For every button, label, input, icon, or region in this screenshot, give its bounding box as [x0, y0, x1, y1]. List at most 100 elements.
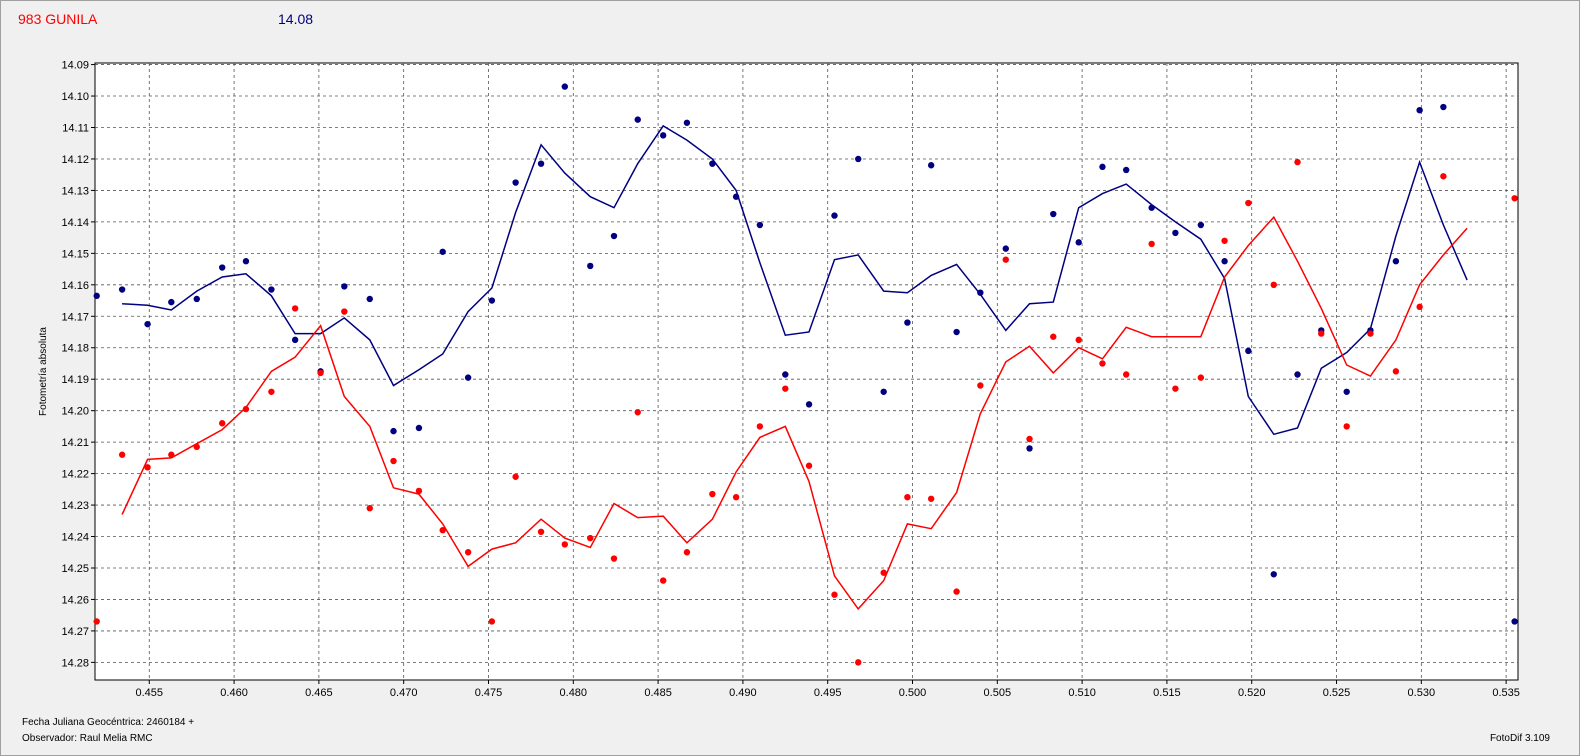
- y-tick-label: 14.26: [61, 594, 89, 606]
- series-1-data-point: [1318, 330, 1325, 337]
- x-tick-label: 0.525: [1323, 687, 1351, 699]
- series-1-data-point: [341, 308, 348, 315]
- series-1-data-point: [366, 505, 373, 512]
- series-0-data-point: [439, 248, 446, 255]
- series-0-data-point: [782, 371, 789, 378]
- series-0-data-point: [683, 119, 691, 126]
- series-0-data-point: [805, 401, 813, 408]
- series-0-data-point: [193, 295, 200, 303]
- series-1-data-point: [880, 569, 887, 576]
- y-tick-label: 14.12: [61, 154, 89, 166]
- series-1-data-point: [1026, 435, 1033, 443]
- series-1-data-point: [1245, 199, 1252, 207]
- series-1-data-point: [118, 451, 126, 458]
- series-1-data-point: [1511, 195, 1518, 202]
- y-tick-label: 14.18: [61, 343, 89, 355]
- y-tick-label: 14.10: [61, 91, 89, 103]
- series-0-data-point: [219, 264, 226, 271]
- series-0-data-point: [488, 297, 496, 304]
- y-tick-label: 14.20: [61, 406, 89, 418]
- series-0-data-point: [341, 283, 348, 290]
- series-1-data-point: [1050, 333, 1057, 340]
- series-0-data-point: [709, 160, 716, 167]
- y-tick-label: 14.13: [61, 185, 89, 197]
- series-1-data-point: [953, 588, 960, 595]
- series-0-data-point: [977, 289, 984, 296]
- observer-label: Observador: Raul Melia RMC: [22, 733, 153, 744]
- series-1-data-point: [1367, 330, 1374, 337]
- y-tick-label: 14.15: [61, 248, 89, 260]
- series-0-data-point: [561, 83, 569, 90]
- series-1-data-point: [561, 541, 569, 548]
- y-tick-label: 14.24: [61, 532, 89, 544]
- y-tick-label: 14.23: [61, 500, 89, 512]
- series-0-data-point: [415, 424, 423, 432]
- x-tick-label: 0.455: [136, 687, 164, 699]
- software-version: FotoDif 3.109: [1489, 733, 1550, 744]
- series-1-data-point: [927, 495, 935, 502]
- series-1-data-point: [1002, 256, 1009, 263]
- x-tick-label: 0.470: [390, 687, 418, 699]
- y-tick-label: 14.09: [61, 60, 89, 72]
- series-1-data-point: [291, 305, 299, 312]
- series-0-data-point: [855, 155, 862, 163]
- series-1-data-point: [415, 487, 423, 495]
- series-1-data-point: [93, 618, 100, 625]
- series-1-data-point: [709, 490, 716, 498]
- series-0-data-point: [831, 212, 838, 219]
- y-tick-label: 14.17: [61, 311, 89, 323]
- series-1-data-point: [317, 369, 324, 377]
- series-0-data-point: [587, 262, 594, 270]
- x-tick-label: 0.475: [475, 687, 503, 699]
- series-0-data-point: [927, 162, 935, 169]
- series-0-data-point: [634, 116, 641, 123]
- series-1-data-point: [1221, 237, 1228, 244]
- series-1-data-point: [168, 451, 175, 458]
- x-tick-label: 0.465: [305, 687, 333, 699]
- y-tick-label: 14.22: [61, 469, 89, 481]
- series-1-data-point: [193, 443, 200, 451]
- x-tick-label: 0.495: [814, 687, 842, 699]
- y-axis-label: Fotometría absoluta: [38, 327, 49, 416]
- series-0-data-point: [242, 258, 250, 265]
- series-0-data-point: [512, 179, 519, 186]
- series-0-data-point: [1148, 204, 1155, 211]
- series-0-data-point: [1123, 166, 1130, 174]
- series-1-data-point: [831, 591, 838, 598]
- series-1-data-point: [1440, 173, 1447, 180]
- series-1-data-point: [805, 462, 813, 469]
- series-1-data-point: [144, 464, 151, 471]
- series-0-data-point: [1075, 239, 1082, 246]
- x-tick-label: 0.530: [1408, 687, 1436, 699]
- series-1-data-point: [732, 493, 740, 501]
- series-0-data-point: [732, 193, 740, 200]
- series-1-data-point: [1343, 423, 1350, 430]
- julian-date-label: Fecha Juliana Geocéntrica: 2460184 +: [22, 717, 195, 728]
- series-1-data-point: [439, 527, 446, 534]
- series-0-data-point: [880, 388, 887, 395]
- series-0-data-point: [1270, 571, 1277, 578]
- series-0-data-point: [390, 427, 397, 435]
- series-1-data-point: [977, 382, 984, 389]
- series-1-data-point: [683, 549, 691, 556]
- series-0-data-point: [1416, 106, 1423, 114]
- series-0-data-point: [1002, 245, 1009, 252]
- series-1-data-point: [464, 549, 472, 556]
- series-1-data-point: [1270, 281, 1277, 289]
- object-name: 983 GUNILA: [18, 11, 98, 27]
- series-1-data-point: [904, 493, 911, 501]
- object-magnitude: 14.08: [278, 11, 314, 27]
- series-1-data-point: [1392, 368, 1400, 375]
- y-tick-label: 14.14: [61, 217, 89, 229]
- series-1-data-point: [242, 405, 250, 413]
- x-tick-label: 0.505: [984, 687, 1012, 699]
- x-tick-label: 0.535: [1492, 687, 1520, 699]
- series-0-data-point: [904, 319, 911, 326]
- series-1-data-point: [855, 659, 862, 666]
- series-0-data-point: [1050, 210, 1057, 218]
- series-1-data-point: [1075, 336, 1082, 344]
- series-0-data-point: [1294, 371, 1301, 378]
- series-0-data-point: [1511, 618, 1518, 625]
- series-1-data-point: [1148, 240, 1155, 248]
- series-0-data-point: [366, 295, 373, 303]
